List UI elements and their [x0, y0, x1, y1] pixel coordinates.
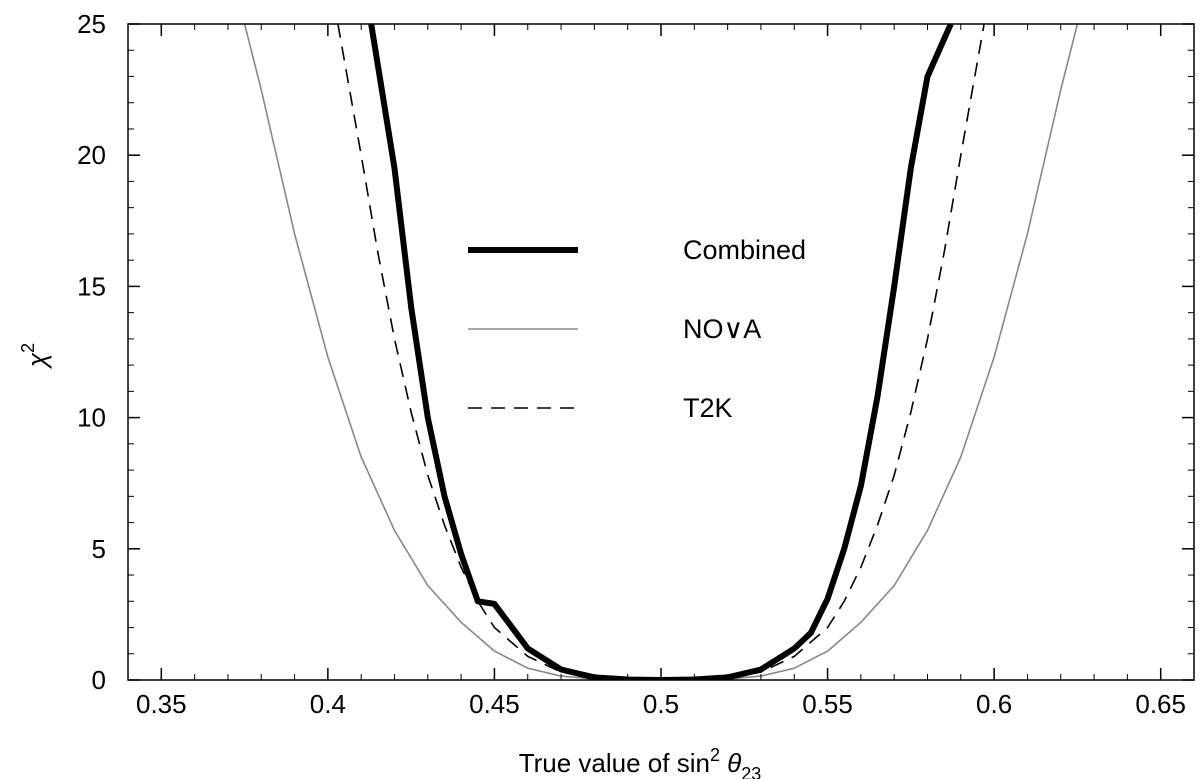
legend-label-t2k: T2K: [683, 393, 733, 423]
y-tick-label: 5: [92, 534, 106, 564]
series-line-combined: [368, 24, 954, 680]
x-tick-label: 0.45: [469, 689, 520, 719]
y-tick-label: 20: [77, 140, 106, 170]
y-tick-label: 25: [77, 9, 106, 39]
plot-frame: [127, 23, 1195, 681]
legend-label-combined: Combined: [683, 235, 806, 265]
y-tick-label: 10: [77, 403, 106, 433]
x-tick-label: 0.6: [976, 689, 1012, 719]
x-axis-label: True value of sin2 θ23: [519, 745, 762, 779]
x-tick-label: 0.35: [136, 689, 187, 719]
series-layer: [243, 24, 1079, 680]
series-line-no-a: [243, 24, 1079, 680]
x-tick-label: 0.65: [1135, 689, 1186, 719]
legend-label-nova: NO∨A: [683, 314, 761, 344]
x-axis-ticks: 0.35 0.4 0.45 0.5 0.55 0.6 0.65: [127, 24, 1195, 719]
y-tick-label: 15: [77, 271, 106, 301]
y-tick-label: 0: [92, 665, 106, 695]
x-tick-label: 0.55: [802, 689, 853, 719]
y-axis-ticks: 0 5 10 15 20 25: [77, 9, 1194, 695]
x-tick-label: 0.4: [310, 689, 346, 719]
y-axis-label: χ2: [18, 343, 52, 369]
series-line-t2k: [337, 24, 985, 680]
legend: Combined NO∨A T2K: [468, 235, 806, 423]
x-tick-label: 0.5: [643, 689, 679, 719]
